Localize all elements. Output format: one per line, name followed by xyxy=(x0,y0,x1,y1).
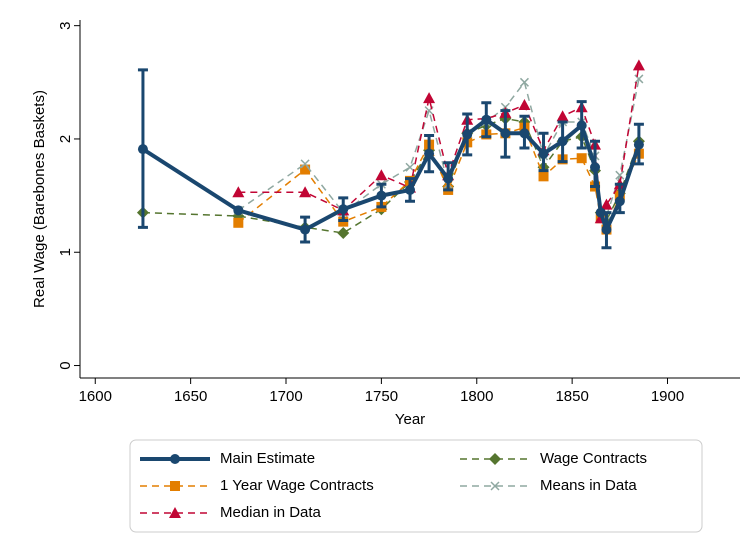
y-tick-label: 2 xyxy=(57,135,74,143)
legend-label: Main Estimate xyxy=(220,450,315,467)
x-tick-label: 1750 xyxy=(365,388,398,405)
x-tick-label: 1850 xyxy=(555,388,588,405)
y-tick-label: 0 xyxy=(57,361,74,369)
marker xyxy=(337,226,350,239)
x-tick-label: 1600 xyxy=(79,388,112,405)
y-tick-label: 1 xyxy=(57,248,74,256)
legend-box xyxy=(129,439,703,533)
line xyxy=(237,126,640,232)
marker xyxy=(137,144,148,155)
marker xyxy=(595,207,606,218)
marker xyxy=(557,136,568,147)
legend-marker xyxy=(170,454,180,464)
marker xyxy=(376,190,387,201)
legend-marker xyxy=(170,481,180,491)
y-tick-label: 3 xyxy=(57,21,74,29)
marker xyxy=(538,171,549,182)
marker xyxy=(405,162,415,172)
marker xyxy=(443,173,454,184)
marker xyxy=(576,120,587,131)
marker xyxy=(600,198,613,210)
marker xyxy=(423,92,436,104)
x-tick-label: 1650 xyxy=(174,388,207,405)
marker xyxy=(300,224,311,235)
marker xyxy=(590,162,601,173)
y-axis-label: Real Wage (Barebones Baskets) xyxy=(31,90,48,308)
marker xyxy=(233,217,244,228)
line xyxy=(141,117,641,235)
line xyxy=(238,65,640,219)
marker xyxy=(632,59,645,71)
marker xyxy=(556,110,569,122)
legend-marker xyxy=(490,481,500,491)
marker xyxy=(424,148,435,159)
marker xyxy=(519,128,530,139)
marker xyxy=(375,169,388,181)
marker xyxy=(300,164,311,175)
x-axis-label: Year xyxy=(395,411,425,428)
marker xyxy=(633,139,644,150)
marker xyxy=(405,184,415,195)
legend-marker xyxy=(169,507,181,518)
x-tick-label: 1900 xyxy=(651,388,684,405)
marker xyxy=(615,170,625,180)
marker xyxy=(519,77,529,87)
marker xyxy=(462,129,473,140)
x-tick-label: 1800 xyxy=(460,388,493,405)
marker xyxy=(233,205,244,216)
marker xyxy=(518,98,531,110)
marker xyxy=(614,196,625,207)
legend-label: Means in Data xyxy=(540,477,637,494)
marker xyxy=(299,186,312,198)
legend-marker xyxy=(489,453,501,465)
marker xyxy=(538,148,549,159)
marker xyxy=(481,114,492,125)
marker xyxy=(576,153,587,164)
marker xyxy=(500,128,511,139)
marker xyxy=(300,159,310,169)
marker xyxy=(338,204,349,215)
x-tick-label: 1700 xyxy=(269,388,302,405)
marker xyxy=(232,186,245,198)
line xyxy=(142,117,640,234)
marker xyxy=(601,224,612,235)
legend-label: Wage Contracts xyxy=(540,450,647,467)
legend-label: 1 Year Wage Contracts xyxy=(220,477,374,494)
marker xyxy=(634,74,644,84)
legend-label: Median in Data xyxy=(220,504,322,521)
